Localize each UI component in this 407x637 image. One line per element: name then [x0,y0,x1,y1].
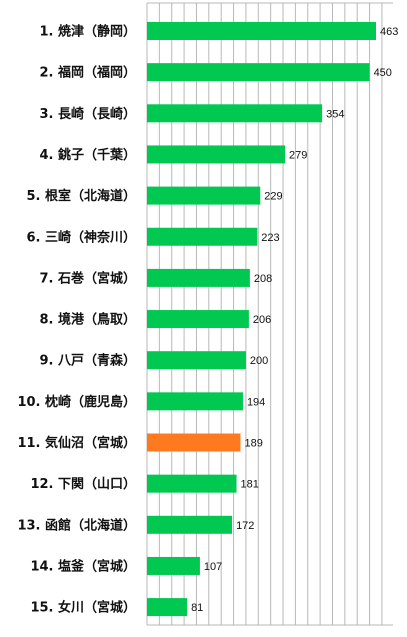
value-label: 172 [236,520,254,532]
value-label: 229 [264,191,282,203]
bar [147,145,285,164]
bar [147,474,237,493]
value-label: 450 [374,67,392,79]
value-label: 463 [380,26,398,38]
value-label: 279 [289,149,307,161]
category-label: 15. 女川（宮城） [30,600,136,616]
category-label: 1. 焼津（静岡） [39,24,136,40]
value-label: 223 [261,232,279,244]
value-label: 208 [254,273,272,285]
value-label: 107 [204,561,222,573]
value-label: 181 [241,479,259,491]
labels: 1. 焼津（静岡） 463 2. 福岡（福岡） 450 3. 長崎（長崎） 354 4. 銚… [17,24,398,616]
bar [147,310,249,329]
bar [147,227,258,246]
category-label: 4. 銚子（千葉） [39,147,136,163]
bar [147,104,323,123]
category-label: 7. 石巻（宮城） [39,270,136,286]
bar [147,63,370,82]
value-label: 200 [250,355,268,367]
bar [147,598,188,617]
value-label: 194 [247,396,265,408]
category-label: 11. 気仙沼（宮城） [17,435,136,451]
category-label: 6. 三崎（神奈川） [26,229,136,245]
category-label: 8. 境港（鳥取） [39,312,136,328]
value-label: 81 [191,602,203,614]
bar [147,515,233,534]
value-label: 189 [244,438,262,450]
bar [147,186,261,205]
category-label: 9. 八戸（青森） [39,353,136,369]
category-label: 10. 枕崎（鹿児島） [17,394,136,410]
category-label: 14. 塩釜（宮城） [30,558,136,574]
category-label: 5. 根室（北海道） [26,188,136,204]
bar [147,268,250,287]
category-label: 2. 福岡（福岡） [39,65,136,81]
bars [147,22,376,617]
bar [147,392,243,411]
bar [147,433,241,452]
category-label: 12. 下関（山口） [30,476,136,492]
category-label: 13. 函館（北海道） [17,517,136,533]
bar [147,556,200,575]
category-label: 3. 長崎（長崎） [39,106,136,122]
bar [147,351,246,370]
value-label: 354 [326,108,344,120]
bar [147,22,376,40]
value-label: 206 [253,314,271,326]
